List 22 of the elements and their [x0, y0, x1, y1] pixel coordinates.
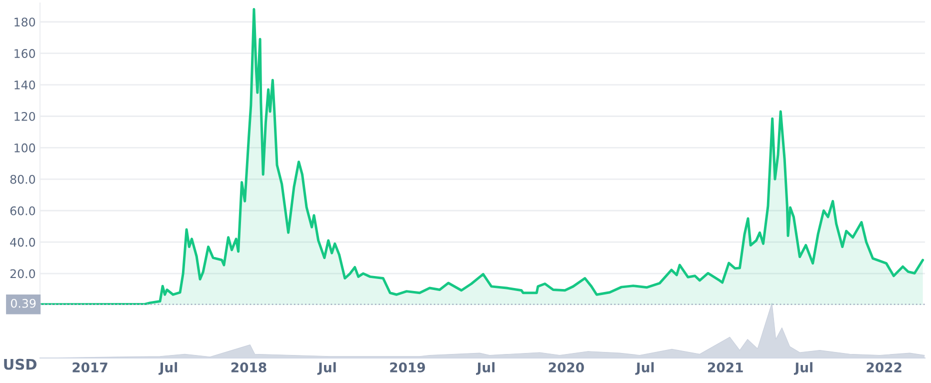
x-tick-label: Jul — [158, 362, 178, 375]
x-tick-label: 2019 — [390, 362, 425, 372]
y-tick-label: 20.0 — [10, 269, 36, 278]
x-tick-label: 2017 — [72, 362, 108, 372]
y-tick-label: 100 — [14, 143, 36, 152]
x-tick-label: 2018 — [231, 362, 266, 372]
y-tick-label: 40.0 — [10, 238, 36, 247]
x-tick-label: Jul — [476, 362, 494, 375]
x-tick-label: Jul — [317, 362, 336, 375]
x-tick-label: 2020 — [548, 362, 584, 372]
x-tick-label: Jul — [635, 362, 654, 375]
y-tick-label: 120 — [14, 112, 36, 121]
y-tick-label: 180 — [14, 18, 36, 27]
y-tick-label: 60.0 — [10, 206, 36, 216]
text: USD — [4, 358, 36, 370]
x-tick-label: Jul — [794, 362, 812, 375]
x-tick-label: 2022 — [866, 362, 902, 372]
ref-line-label: 0.39 — [10, 298, 36, 308]
y-tick-label: 80.0 — [10, 174, 36, 184]
y-tick-label: 160 — [14, 49, 36, 58]
y-tick-label: 140 — [14, 80, 36, 90]
x-tick-label: 2021 — [708, 362, 743, 372]
